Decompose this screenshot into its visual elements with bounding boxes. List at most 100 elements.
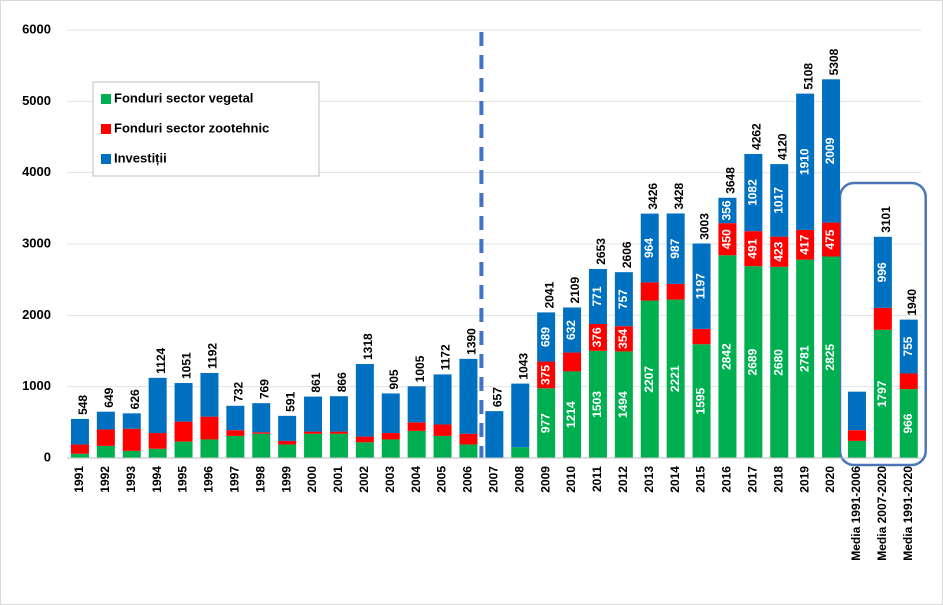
segment-label: 417 bbox=[797, 234, 811, 254]
segment-label: 1494 bbox=[616, 391, 630, 418]
segment-label: 1082 bbox=[746, 179, 760, 206]
bar-segment bbox=[847, 391, 866, 431]
bar-segment bbox=[744, 153, 763, 232]
bar-segment bbox=[329, 433, 348, 458]
segment-label: 2207 bbox=[642, 366, 656, 393]
segment-label: 2842 bbox=[720, 343, 734, 370]
x-tick-label: 2000 bbox=[305, 466, 319, 493]
bar-segment bbox=[329, 431, 348, 434]
bar-segment bbox=[847, 440, 866, 458]
bar-segment bbox=[588, 350, 607, 458]
bar-segment bbox=[770, 164, 789, 237]
bar-segment bbox=[122, 428, 141, 451]
total-label: 1390 bbox=[465, 328, 479, 355]
x-tick-label: 1995 bbox=[176, 466, 190, 493]
x-tick-label: Media 2007-2020 bbox=[875, 466, 889, 561]
total-label: 2653 bbox=[594, 238, 608, 265]
bar-segment bbox=[70, 453, 89, 458]
bar-segment bbox=[174, 441, 193, 458]
bar-segment bbox=[459, 444, 478, 458]
bar-segment bbox=[96, 429, 115, 446]
bar-segment bbox=[174, 383, 193, 422]
total-label: 2041 bbox=[542, 281, 556, 308]
bar-segment bbox=[200, 439, 219, 458]
segment-label: 2825 bbox=[823, 344, 837, 371]
x-tick-label: 2007 bbox=[487, 466, 501, 493]
bar-segment bbox=[588, 268, 607, 324]
bar-segment bbox=[666, 283, 685, 300]
segment-label: 376 bbox=[590, 327, 604, 347]
bar-segment bbox=[822, 256, 841, 458]
bar-segment bbox=[70, 418, 89, 445]
bar-segment bbox=[873, 236, 892, 308]
total-label: 3101 bbox=[879, 206, 893, 233]
bar-segment bbox=[899, 389, 918, 458]
bar-segment bbox=[770, 266, 789, 458]
y-tick-label: 2000 bbox=[22, 307, 51, 322]
x-tick-label: 2003 bbox=[383, 466, 397, 493]
segment-label: 632 bbox=[564, 320, 578, 340]
y-tick-label: 3000 bbox=[22, 235, 51, 250]
x-tick-label: 2008 bbox=[512, 466, 526, 493]
bar-segment bbox=[381, 439, 400, 458]
bar-segment bbox=[511, 383, 530, 448]
segment-label: 2680 bbox=[771, 349, 785, 376]
total-label: 769 bbox=[257, 379, 271, 399]
segment-label: 771 bbox=[590, 286, 604, 306]
segment-label: 966 bbox=[901, 413, 915, 433]
total-label: 866 bbox=[335, 372, 349, 392]
legend-box bbox=[92, 81, 320, 177]
bar-segment bbox=[304, 433, 323, 458]
bar-segment bbox=[692, 328, 711, 345]
legend-swatch bbox=[101, 94, 111, 104]
x-tick-label: 2012 bbox=[616, 466, 630, 493]
total-label: 861 bbox=[309, 372, 323, 392]
segment-label: 2689 bbox=[746, 348, 760, 375]
x-tick-label: 1997 bbox=[228, 466, 242, 493]
total-label: 3426 bbox=[646, 183, 660, 210]
segment-label: 1214 bbox=[564, 401, 578, 428]
segment-label: 964 bbox=[642, 238, 656, 258]
x-tick-label: 1994 bbox=[150, 466, 164, 493]
legend-label: Investiții bbox=[114, 150, 167, 165]
bar-segment bbox=[329, 396, 348, 432]
x-tick-label: 1993 bbox=[124, 466, 138, 493]
total-label: 3428 bbox=[672, 182, 686, 209]
x-tick-label: 2005 bbox=[435, 466, 449, 493]
bar-segment bbox=[563, 307, 582, 353]
total-label: 5108 bbox=[801, 63, 815, 90]
bar-segment bbox=[485, 411, 504, 458]
bar-segment bbox=[822, 79, 841, 223]
bar-segment bbox=[640, 213, 659, 283]
bar-segment bbox=[122, 450, 141, 458]
x-tick-label: 2014 bbox=[668, 466, 682, 493]
bar-segment bbox=[640, 282, 659, 301]
legend-swatch bbox=[101, 154, 111, 164]
total-label: 1172 bbox=[439, 344, 453, 370]
x-tick-label: 2010 bbox=[564, 466, 578, 493]
bar-segment bbox=[744, 231, 763, 267]
x-tick-label: 2006 bbox=[461, 466, 475, 493]
bar-segment bbox=[278, 440, 297, 445]
total-label: 4262 bbox=[750, 123, 764, 150]
bar-segment bbox=[226, 405, 245, 431]
bar-segment bbox=[563, 352, 582, 372]
bar-segment bbox=[122, 413, 141, 429]
total-label: 1005 bbox=[413, 355, 427, 382]
segment-label: 1910 bbox=[797, 148, 811, 175]
legend-label: Fonduri sector vegetal bbox=[114, 90, 253, 105]
bar-segment bbox=[744, 266, 763, 458]
bar-segment bbox=[200, 372, 219, 417]
x-tick-label: 2002 bbox=[357, 466, 371, 493]
total-label: 591 bbox=[283, 391, 297, 411]
bar-segment bbox=[718, 255, 737, 458]
bar-segment bbox=[899, 373, 918, 390]
y-tick-label: 1000 bbox=[22, 378, 51, 393]
bar-segment bbox=[563, 371, 582, 458]
total-label: 1124 bbox=[154, 347, 168, 373]
bar-segment bbox=[847, 430, 866, 441]
x-tick-label: 1991 bbox=[72, 466, 86, 493]
segment-label: 1197 bbox=[694, 273, 708, 299]
bar-segment bbox=[355, 442, 374, 458]
segment-label: 356 bbox=[720, 200, 734, 220]
